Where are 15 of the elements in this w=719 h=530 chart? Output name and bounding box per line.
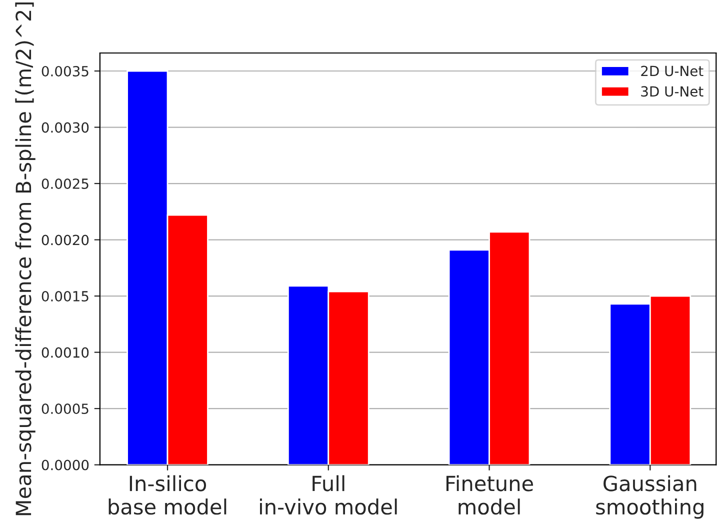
x-tick-label: Gaussian smoothing	[596, 475, 704, 519]
x-tick-label: Full in-vivo model	[260, 475, 397, 515]
y-tick-label: 0.0020	[42, 234, 89, 246]
y-tick-label: 0.0030	[42, 122, 89, 133]
y-tick-label: 0.0015	[42, 291, 88, 302]
y-tick-label: 0.0005	[42, 404, 88, 414]
legend-label: 3D U-Net	[641, 86, 704, 97]
y-tick-label: 0.0025	[42, 178, 88, 189]
x-tick-label: Finetune model	[446, 475, 534, 515]
y-tick-label: 0.0000	[42, 460, 89, 470]
x-tick-label: In-silico base model	[108, 475, 226, 515]
y-tick-label: 0.0035	[42, 66, 88, 76]
y-tick-label: 0.0010	[42, 347, 89, 358]
legend-label: 2D U-Net	[641, 66, 704, 76]
y-axis-title: Mean-squared-difference from B-spline [(m/2)^2]	[15, 2, 36, 516]
